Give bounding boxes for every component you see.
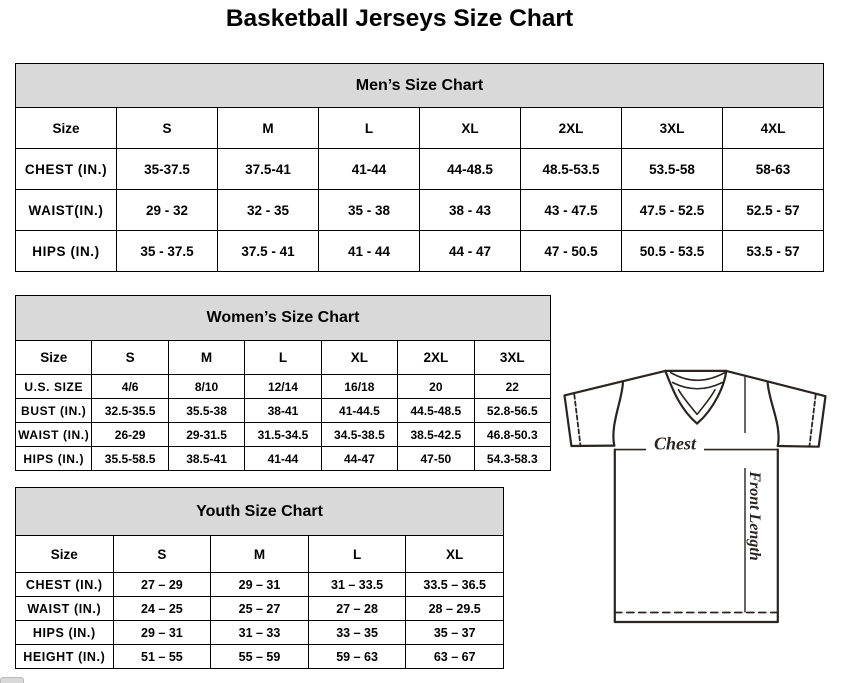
svg-text:Front Length: Front Length: [746, 470, 763, 560]
svg-text:Chest: Chest: [654, 434, 697, 454]
